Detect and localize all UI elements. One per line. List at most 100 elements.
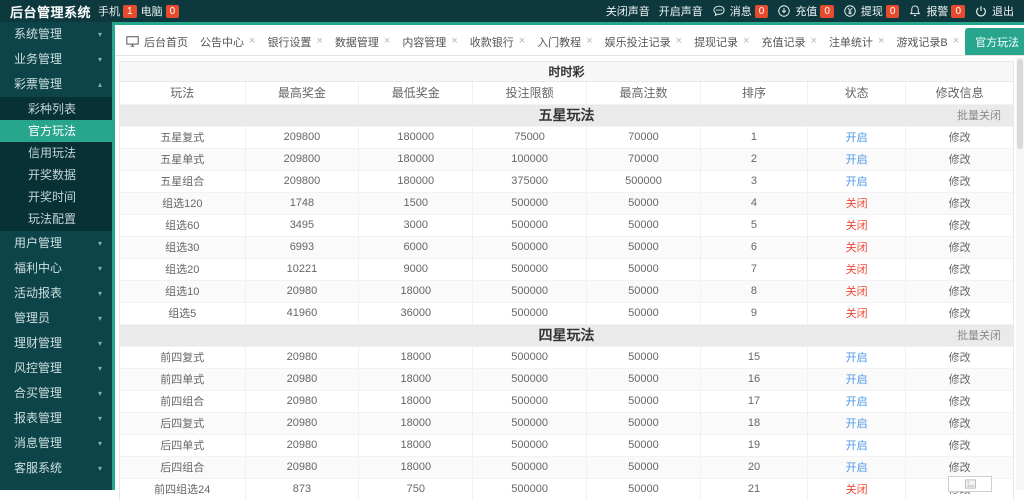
sidebar: 系统管理 ▾ 业务管理 ▾ 彩票管理 ▴ 彩种列表 官方玩法 信用玩法 开奖数据… bbox=[0, 22, 115, 490]
modify-link[interactable]: 修改 bbox=[906, 302, 1013, 324]
withdraw-link[interactable]: 提现 bbox=[861, 3, 883, 19]
tab[interactable]: 收款银行 × bbox=[464, 28, 531, 55]
modify-link[interactable]: 修改 bbox=[906, 280, 1013, 302]
recharge-icon[interactable] bbox=[777, 4, 791, 18]
status-toggle[interactable]: 开启 bbox=[808, 170, 906, 192]
sidebar-item[interactable]: 理财管理 ▾ bbox=[0, 331, 112, 356]
modify-link[interactable]: 修改 bbox=[906, 412, 1013, 434]
status-toggle[interactable]: 开启 bbox=[808, 434, 906, 456]
status-toggle[interactable]: 关闭 bbox=[808, 302, 906, 324]
close-icon[interactable]: × bbox=[316, 36, 322, 47]
close-icon[interactable]: × bbox=[676, 36, 682, 47]
tab[interactable]: 公告中心 × bbox=[194, 28, 261, 55]
status-toggle[interactable]: 开启 bbox=[808, 126, 906, 148]
sidebar-item[interactable]: 彩票管理 ▴ bbox=[0, 72, 112, 97]
status-toggle[interactable]: 关闭 bbox=[808, 192, 906, 214]
sidebar-subitem[interactable]: 开奖数据 bbox=[0, 164, 112, 186]
status-toggle[interactable]: 开启 bbox=[808, 148, 906, 170]
modify-link[interactable]: 修改 bbox=[906, 390, 1013, 412]
cell-max-bets: 50000 bbox=[587, 346, 701, 368]
close-icon[interactable]: × bbox=[384, 36, 390, 47]
sidebar-item[interactable]: 福利中心 ▾ bbox=[0, 256, 112, 281]
recharge-link[interactable]: 充值 bbox=[795, 3, 817, 19]
close-icon[interactable]: × bbox=[811, 36, 817, 47]
sidebar-item[interactable]: 消息管理 ▾ bbox=[0, 431, 112, 456]
tab[interactable]: 游戏记录B × bbox=[890, 28, 965, 55]
status-toggle[interactable]: 开启 bbox=[808, 346, 906, 368]
modify-link[interactable]: 修改 bbox=[906, 126, 1013, 148]
modify-link[interactable]: 修改 bbox=[906, 148, 1013, 170]
close-icon[interactable]: × bbox=[878, 36, 884, 47]
sidebar-subitem[interactable]: 信用玩法 bbox=[0, 142, 112, 164]
status-toggle[interactable]: 关闭 bbox=[808, 236, 906, 258]
tab[interactable]: 入门教程 × bbox=[531, 28, 598, 55]
tab[interactable]: 后台首页 × bbox=[120, 28, 194, 55]
status-toggle[interactable]: 开启 bbox=[808, 412, 906, 434]
table-header-row: 玩法 最高奖金 最低奖金 投注限额 最高注数 排序 状态 修改信息 bbox=[120, 82, 1013, 104]
sound-on-button[interactable]: 开启声音 bbox=[659, 3, 703, 19]
cell-play-name: 组选120 bbox=[120, 192, 245, 214]
sidebar-item[interactable]: 合买管理 ▾ bbox=[0, 381, 112, 406]
batch-close-button[interactable]: 批量关闭 bbox=[957, 325, 1001, 347]
tab[interactable]: 数据管理 × bbox=[329, 28, 396, 55]
logout-link[interactable]: 退出 bbox=[992, 3, 1014, 19]
modify-link[interactable]: 修改 bbox=[906, 258, 1013, 280]
cell-max-bonus: 873 bbox=[245, 478, 359, 500]
status-toggle[interactable]: 开启 bbox=[808, 390, 906, 412]
sidebar-item[interactable]: 报表管理 ▾ bbox=[0, 406, 112, 431]
batch-close-button[interactable]: 批量关闭 bbox=[957, 105, 1001, 127]
sidebar-subitem[interactable]: 彩种列表 bbox=[0, 98, 112, 120]
sidebar-item[interactable]: 风控管理 ▾ bbox=[0, 356, 112, 381]
sidebar-subitem[interactable]: 开奖时间 bbox=[0, 186, 112, 208]
modify-link[interactable]: 修改 bbox=[906, 456, 1013, 478]
sidebar-item[interactable]: 业务管理 ▾ bbox=[0, 47, 112, 72]
alarm-link[interactable]: 报警 bbox=[926, 3, 948, 19]
sound-off-button[interactable]: 关闭声音 bbox=[606, 3, 650, 19]
modify-link[interactable]: 修改 bbox=[906, 236, 1013, 258]
tab[interactable]: 银行设置 × bbox=[261, 28, 328, 55]
sidebar-item[interactable]: 活动报表 ▾ bbox=[0, 281, 112, 306]
status-toggle[interactable]: 开启 bbox=[808, 368, 906, 390]
sidebar-subitem[interactable]: 官方玩法 bbox=[0, 120, 112, 142]
sidebar-subitem[interactable]: 玩法配置 bbox=[0, 208, 112, 230]
tab[interactable]: 提现记录 × bbox=[688, 28, 755, 55]
modify-link[interactable]: 修改 bbox=[906, 434, 1013, 456]
status-toggle[interactable]: 关闭 bbox=[808, 258, 906, 280]
scrollbar-thumb[interactable] bbox=[1017, 59, 1023, 149]
message-link[interactable]: 消息 bbox=[730, 3, 752, 19]
cell-max-bonus: 20980 bbox=[245, 434, 359, 456]
close-icon[interactable]: × bbox=[249, 36, 255, 47]
withdraw-icon[interactable] bbox=[843, 4, 857, 18]
power-icon[interactable] bbox=[974, 4, 988, 18]
close-icon[interactable]: × bbox=[519, 36, 525, 47]
message-bubble-icon[interactable] bbox=[712, 4, 726, 18]
tab[interactable]: 娱乐投注记录 × bbox=[599, 28, 688, 55]
status-toggle[interactable]: 关闭 bbox=[808, 214, 906, 236]
modify-link[interactable]: 修改 bbox=[906, 346, 1013, 368]
sidebar-item[interactable]: 管理员 ▾ bbox=[0, 306, 112, 331]
tab[interactable]: 内容管理 × bbox=[396, 28, 463, 55]
close-icon[interactable]: × bbox=[743, 36, 749, 47]
col-max-bets: 最高注数 bbox=[587, 82, 701, 104]
modify-link[interactable]: 修改 bbox=[906, 170, 1013, 192]
content-scrollbar[interactable] bbox=[1016, 57, 1024, 490]
status-toggle[interactable]: 关闭 bbox=[808, 478, 906, 500]
modify-link[interactable]: 修改 bbox=[906, 368, 1013, 390]
modify-link[interactable]: 修改 bbox=[906, 192, 1013, 214]
tab[interactable]: 官方玩法 × bbox=[965, 28, 1024, 55]
tab[interactable]: 注单统计 × bbox=[823, 28, 890, 55]
pc-online-label: 电脑 bbox=[141, 3, 163, 19]
bell-icon[interactable] bbox=[908, 4, 922, 18]
status-toggle[interactable]: 关闭 bbox=[808, 280, 906, 302]
sidebar-item[interactable]: 用户管理 ▾ bbox=[0, 231, 112, 256]
sidebar-item[interactable]: 客服系统 ▾ bbox=[0, 456, 112, 481]
close-icon[interactable]: × bbox=[451, 36, 457, 47]
cell-max-bonus: 20980 bbox=[245, 412, 359, 434]
close-icon[interactable]: × bbox=[586, 36, 592, 47]
tab[interactable]: 充值记录 × bbox=[756, 28, 823, 55]
status-toggle[interactable]: 开启 bbox=[808, 456, 906, 478]
close-icon[interactable]: × bbox=[953, 36, 959, 47]
sidebar-item[interactable]: 系统管理 ▾ bbox=[0, 22, 112, 47]
sidebar-item-label: 报表管理 bbox=[14, 406, 62, 431]
modify-link[interactable]: 修改 bbox=[906, 214, 1013, 236]
